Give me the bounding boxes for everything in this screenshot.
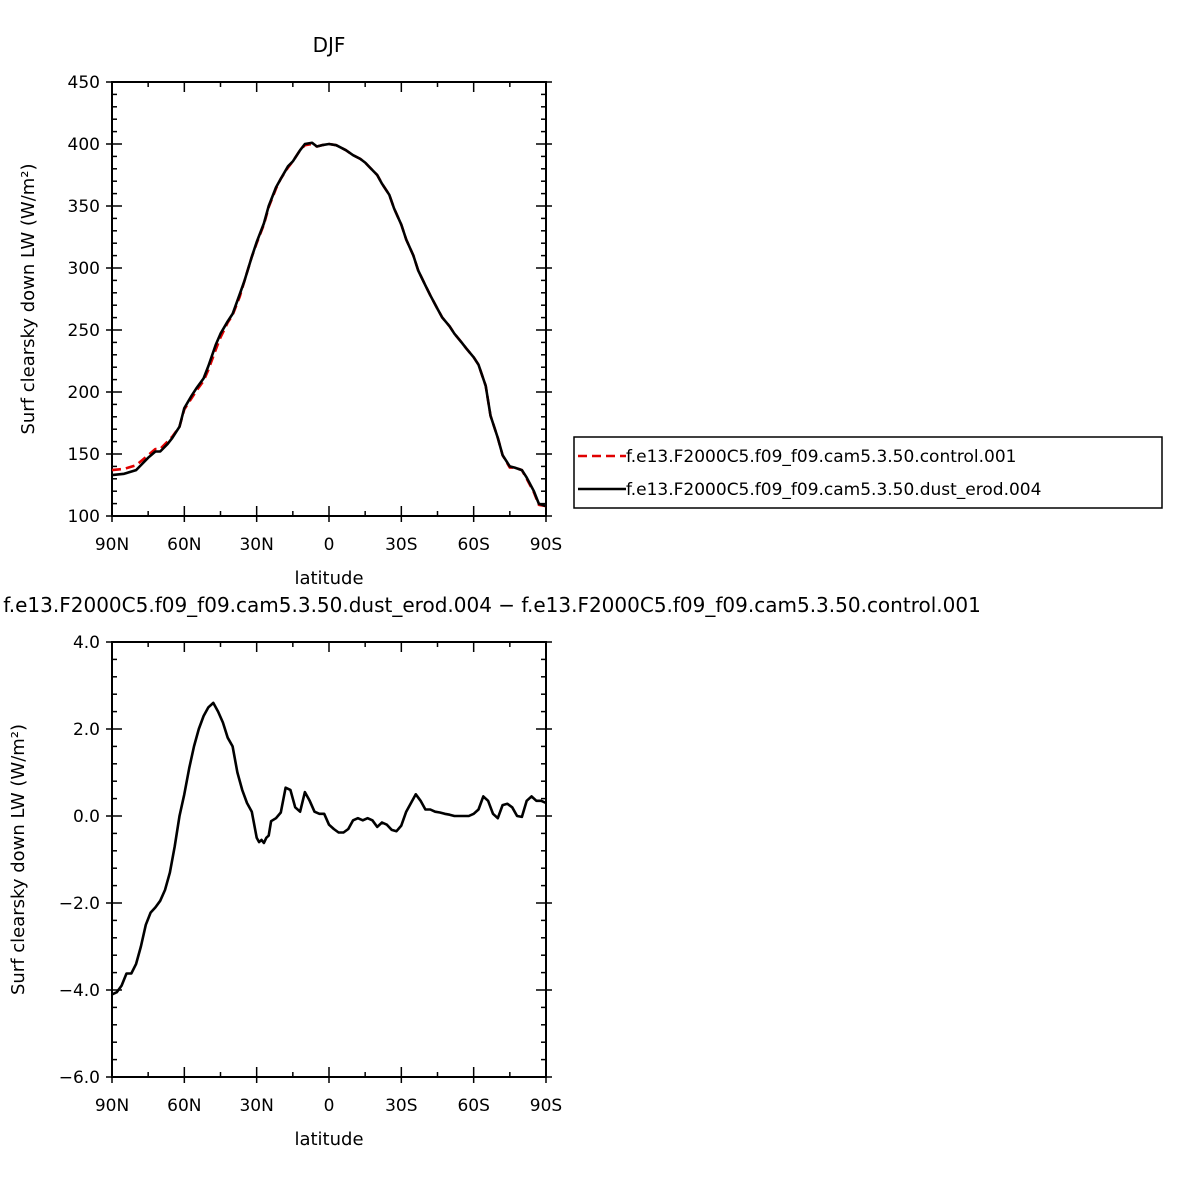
- y-tick-label: −4.0: [59, 981, 100, 1001]
- y-tick-label: 450: [68, 73, 100, 93]
- chart-panel-2: 90N 60N 30N 0 30S 60S 90S −6.0 −4.0 −2.0 0.0 2.0 4.0…: [3, 593, 981, 1150]
- x-tick-label: 0: [324, 535, 335, 555]
- y-tick-label: 2.0: [73, 720, 100, 740]
- x-tick-label: 90S: [530, 1096, 562, 1116]
- plot-frame: [111, 641, 547, 1078]
- y-tick-label: 300: [68, 259, 100, 279]
- x-tick-label: 90N: [95, 535, 129, 555]
- chart-panel-1: 90N 60N 30N 0 30S 60S 90S 100 150 200 250 300 350 400…: [18, 33, 1163, 589]
- y-tick-label: 150: [68, 445, 100, 465]
- legend-entry: f.e13.F2000C5.f09_f09.cam5.3.50.control.…: [626, 447, 1017, 467]
- x-axis-label: latitude: [294, 568, 363, 589]
- series-line-2: [111, 141, 547, 508]
- y-tick-label: 4.0: [73, 633, 100, 653]
- y-tick-label: 0.0: [73, 807, 100, 827]
- x-tick-label: 90N: [95, 1096, 129, 1116]
- x-tick-label: 30N: [239, 1096, 273, 1116]
- x-tick-label: 30N: [239, 535, 273, 555]
- y-tick-label: 400: [68, 135, 100, 155]
- y-axis-label: Surf clearsky down LW (W/m²): [8, 724, 29, 995]
- legend: f.e13.F2000C5.f09_f09.cam5.3.50.control.…: [573, 436, 1163, 509]
- x-tick-label: 30S: [385, 535, 417, 555]
- chart-title: f.e13.F2000C5.f09_f09.cam5.3.50.dust_ero…: [3, 593, 981, 617]
- y-tick-label: 250: [68, 321, 100, 341]
- x-tick-label: 0: [324, 1096, 335, 1116]
- x-tick-label: 30S: [385, 1096, 417, 1116]
- y-tick-label: 100: [68, 507, 100, 527]
- series-line-1: [111, 142, 547, 508]
- y-axis-label: Surf clearsky down LW (W/m²): [18, 163, 39, 434]
- x-tick-label: 60S: [457, 535, 489, 555]
- x-axis-label: latitude: [294, 1129, 363, 1150]
- x-tick-label: 60N: [167, 1096, 201, 1116]
- y-tick-label: 350: [68, 197, 100, 217]
- y-tick-label: −2.0: [59, 894, 100, 914]
- legend-box: [573, 436, 1163, 509]
- y-tick-label: 200: [68, 383, 100, 403]
- chart-title: DJF: [313, 33, 346, 57]
- plot-frame: [111, 81, 547, 517]
- y-tick-label: −6.0: [59, 1068, 100, 1088]
- x-tick-label: 60N: [167, 535, 201, 555]
- x-tick-label: 90S: [530, 535, 562, 555]
- legend-entry: f.e13.F2000C5.f09_f09.cam5.3.50.dust_ero…: [626, 480, 1041, 500]
- series-line-1: [111, 701, 547, 996]
- x-tick-label: 60S: [457, 1096, 489, 1116]
